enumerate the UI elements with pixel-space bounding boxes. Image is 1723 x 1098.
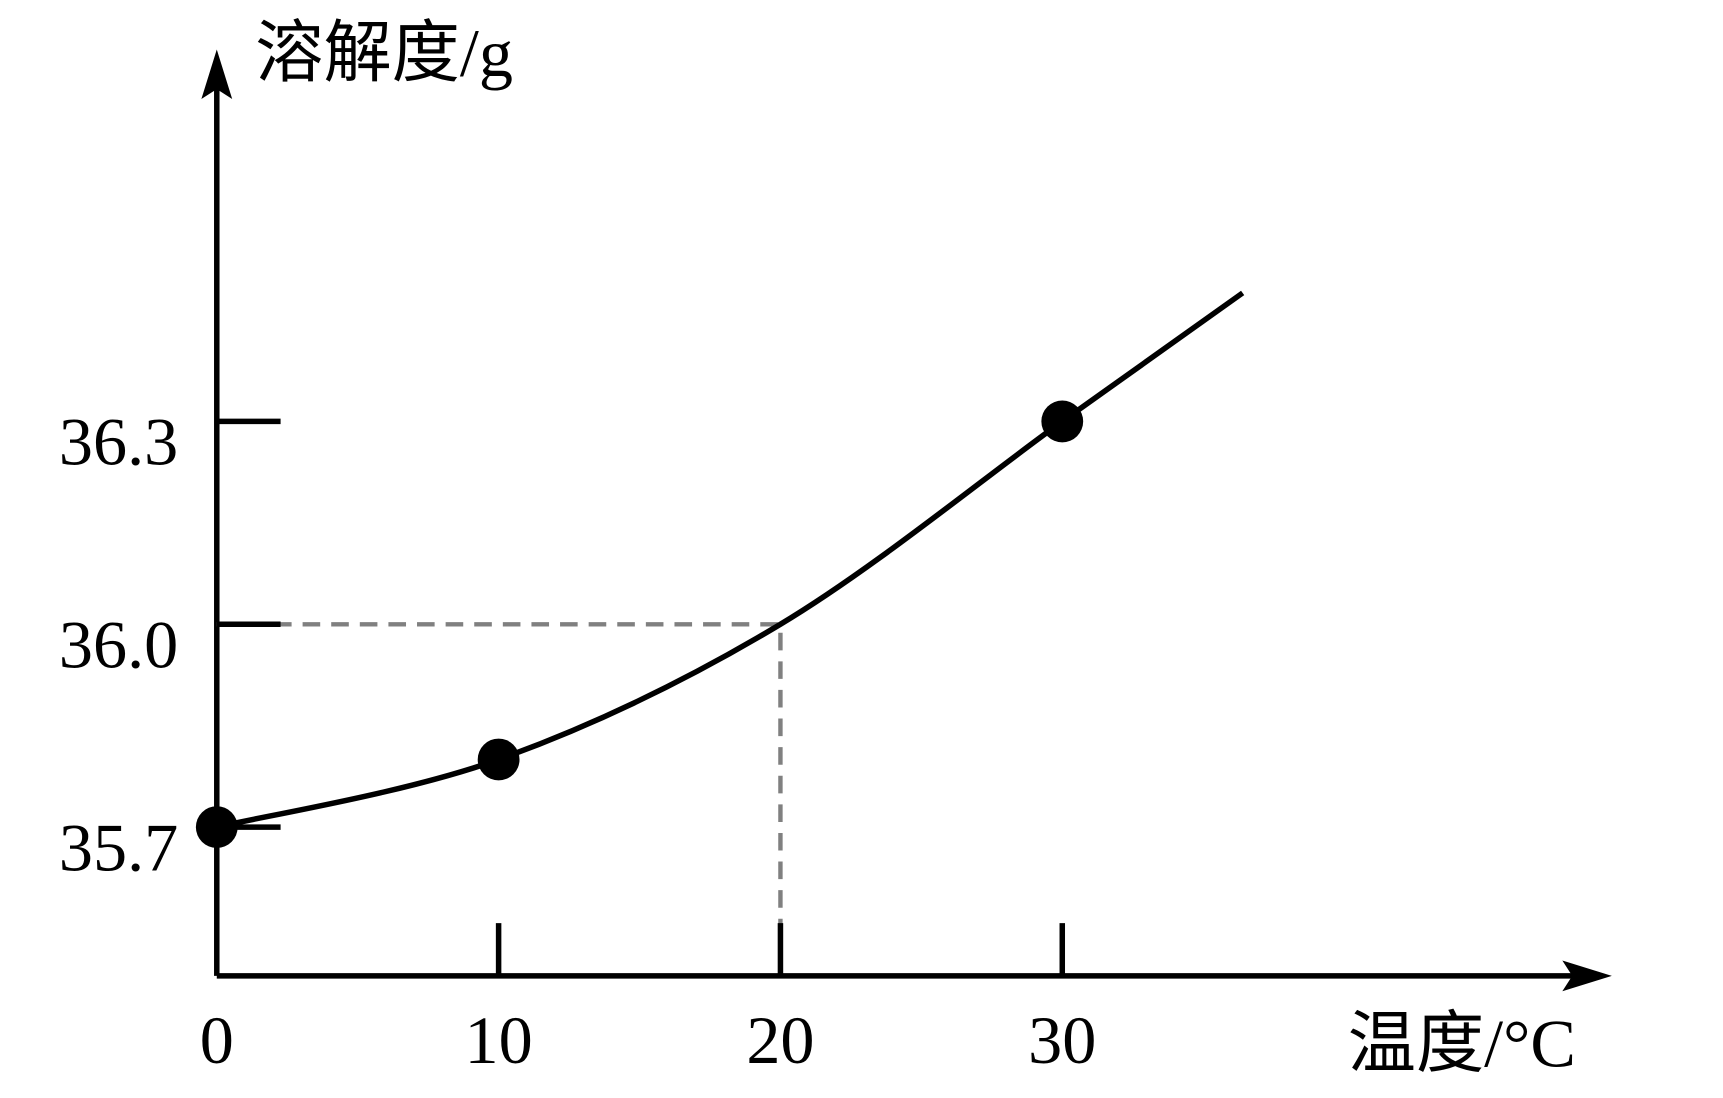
- y-tick-label: 35.7: [59, 809, 178, 885]
- point: [477, 738, 520, 781]
- y-axis-label: 溶解度/g: [255, 15, 513, 91]
- y-axis-arrow: [201, 49, 233, 100]
- plot: 溶解度/g 温度/°C 0 10 20 30 35.7 36.0 36.3: [59, 15, 1612, 1081]
- y-tick-label: 36.0: [59, 606, 178, 682]
- point: [195, 806, 238, 849]
- x-axis-arrow: [1562, 960, 1612, 992]
- x-tick-label: 20: [746, 1002, 814, 1078]
- point: [1041, 400, 1084, 443]
- x-tick-label: 30: [1028, 1002, 1096, 1078]
- x-tick-label: 0: [200, 1002, 234, 1078]
- curve: [216, 290, 1245, 830]
- x-tick-label: 10: [465, 1002, 533, 1078]
- guide-line: [216, 622, 783, 976]
- x-axis-label: 温度/°C: [1348, 1005, 1576, 1081]
- y-tick-label: 36.3: [59, 404, 178, 480]
